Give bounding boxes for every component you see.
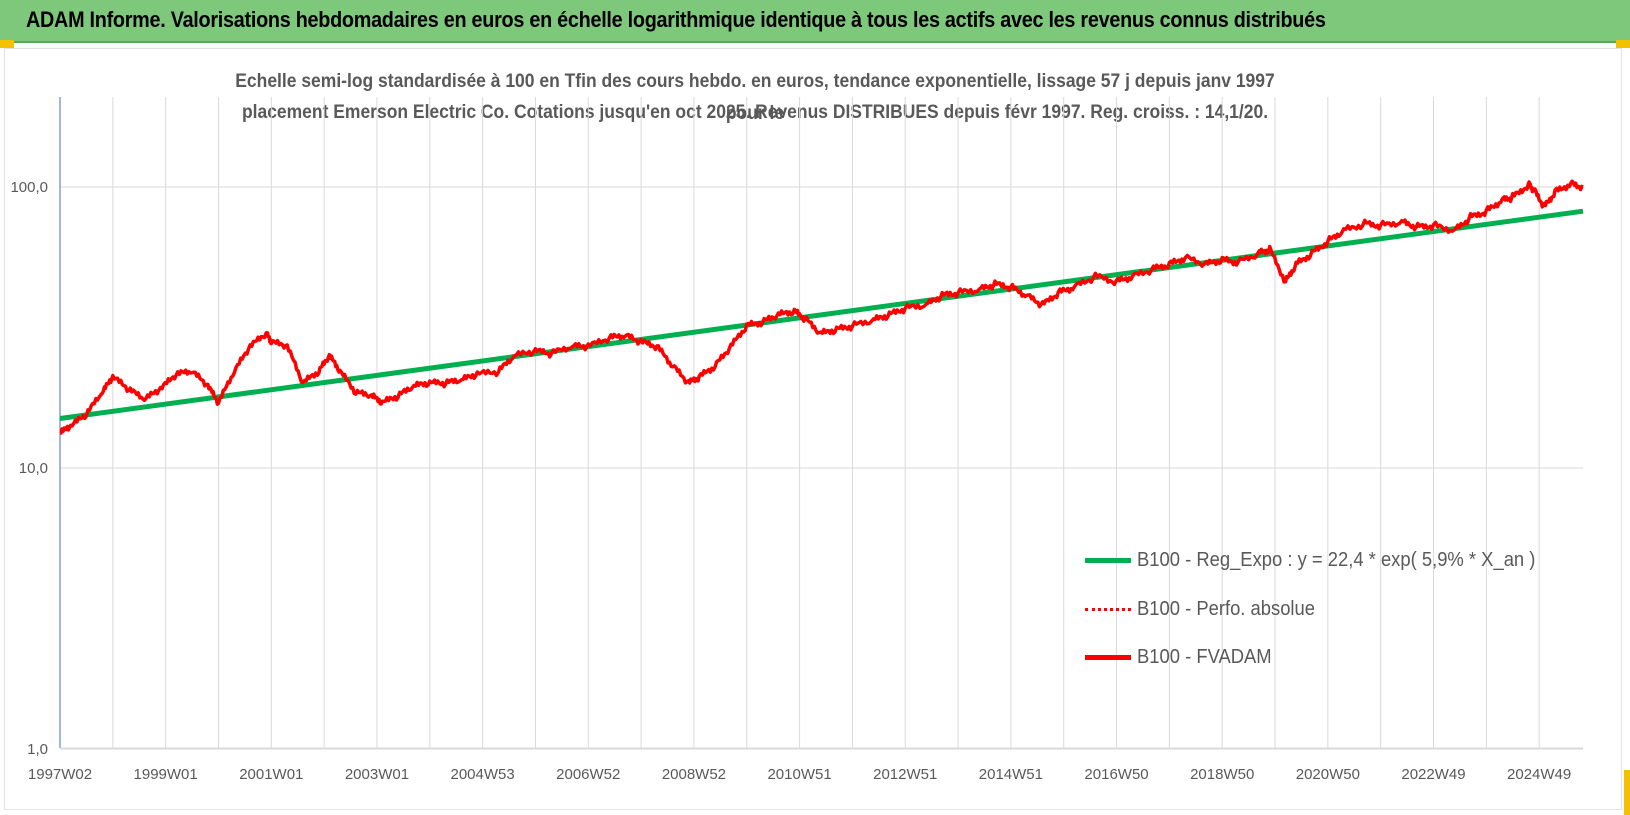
y-tick-label: 100,0 xyxy=(10,179,48,196)
corner-marker-right xyxy=(1616,40,1630,48)
horizontal-gridlines xyxy=(60,186,1583,750)
chart-title-line-1: Echelle semi-log standardisée à 100 en T… xyxy=(235,71,1275,124)
legend-item-perfo[interactable]: B100 - Perfo. absolue xyxy=(1085,595,1330,623)
legend-swatch-perfo xyxy=(1085,607,1131,611)
corner-marker-bottom-right xyxy=(1624,770,1630,815)
x-tick-label: 2006W52 xyxy=(556,766,620,783)
legend-swatch-trend xyxy=(1085,557,1131,563)
corner-marker-left xyxy=(0,40,14,48)
trend-line xyxy=(59,208,1584,421)
y-tick-label: 1,0 xyxy=(27,741,48,758)
axes xyxy=(59,97,1583,749)
series-layer xyxy=(59,179,1584,435)
x-tick-label: 2014W51 xyxy=(979,766,1043,783)
x-tick-label: 2016W50 xyxy=(1084,766,1148,783)
legend-label-fvadam: B100 - FVADAM xyxy=(1137,645,1272,668)
x-tick-label: 2024W49 xyxy=(1507,766,1571,783)
header-title: ADAM Informe. Valorisations hebdomadaire… xyxy=(26,7,1326,32)
vertical-gridlines xyxy=(112,97,1540,748)
x-tick-label: 2003W01 xyxy=(345,766,409,783)
x-tick-label: 2008W52 xyxy=(662,766,726,783)
x-tick-label: 1997W02 xyxy=(28,766,92,783)
legend-label-perfo: B100 - Perfo. absolue xyxy=(1137,597,1315,620)
y-tick-label: 10,0 xyxy=(19,460,48,477)
x-tick-label: 1999W01 xyxy=(134,766,198,783)
x-tick-label: 2018W50 xyxy=(1190,766,1254,783)
x-tick-label: 2001W01 xyxy=(239,766,303,783)
chart-frame xyxy=(4,48,1622,810)
header-banner: ADAM Informe. Valorisations hebdomadaire… xyxy=(0,0,1630,43)
legend-swatch-fvadam xyxy=(1085,654,1131,660)
x-tick-label: 2020W50 xyxy=(1296,766,1360,783)
legend-item-fvadam[interactable]: B100 - FVADAM xyxy=(1085,643,1283,671)
x-tick-label: 2012W51 xyxy=(873,766,937,783)
y-axis-tick-labels: 1,0 10,0 100,0 xyxy=(10,179,48,758)
legend-label-trend: B100 - Reg_Expo : y = 22,4 * exp( 5,9% *… xyxy=(1137,548,1536,571)
chart-title-line-2: placement Emerson Electric Co. Cotations… xyxy=(241,102,1269,123)
x-tick-label: 2004W53 xyxy=(451,766,515,783)
x-tick-label: 2022W49 xyxy=(1401,766,1465,783)
x-axis-tick-labels: 1997W02 1999W01 2001W01 2003W01 2004W53 2006W… xyxy=(28,766,1571,783)
x-tick-label: 2010W51 xyxy=(767,766,831,783)
legend-item-trend[interactable]: B100 - Reg_Expo : y = 22,4 * exp( 5,9% *… xyxy=(1085,546,1570,574)
fvadam-line xyxy=(59,179,1584,435)
